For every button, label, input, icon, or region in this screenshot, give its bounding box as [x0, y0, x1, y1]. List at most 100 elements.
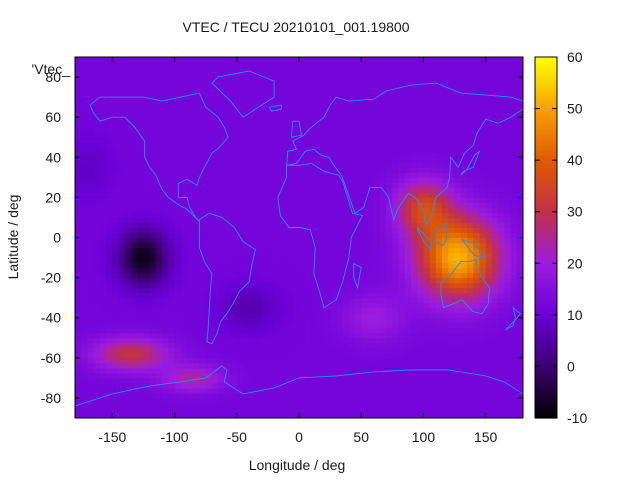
heatmap-cell — [342, 212, 350, 219]
heatmap-cell — [174, 107, 182, 113]
heatmap-cell — [429, 332, 437, 339]
heatmap-cell — [243, 232, 250, 239]
heatmap-cell — [243, 102, 250, 108]
heatmap-cell — [355, 137, 362, 143]
heatmap-cell — [491, 332, 499, 339]
heatmap-cell — [299, 362, 306, 369]
heatmap-cell — [292, 102, 300, 108]
heatmap-cell — [81, 92, 89, 98]
heatmap-cell — [417, 262, 425, 269]
heatmap-cell — [417, 92, 425, 98]
heatmap-cell — [311, 82, 319, 88]
heatmap-cell — [373, 212, 381, 219]
heatmap-cell — [336, 247, 344, 254]
heatmap-cell — [460, 252, 468, 259]
heatmap-cell — [342, 227, 350, 234]
heatmap-cell — [224, 202, 232, 209]
heatmap-cell — [448, 202, 456, 209]
heatmap-cell — [448, 372, 456, 379]
heatmap-cell — [404, 272, 412, 279]
heatmap-cell — [180, 222, 188, 229]
heatmap-cell — [118, 407, 126, 414]
heatmap-cell — [211, 242, 219, 249]
heatmap-cell — [174, 227, 182, 234]
heatmap-cell — [367, 307, 375, 314]
heatmap-cell — [299, 237, 306, 244]
heatmap-cell — [149, 212, 157, 219]
heatmap-cell — [460, 327, 468, 334]
heatmap-cell — [218, 62, 225, 68]
heatmap-cell — [448, 252, 456, 259]
heatmap-cell — [305, 347, 313, 354]
heatmap-cell — [336, 127, 344, 133]
heatmap-cell — [131, 317, 138, 324]
heatmap-cell — [143, 122, 151, 128]
heatmap-cell — [112, 382, 120, 389]
heatmap-cell — [467, 142, 474, 148]
heatmap-cell — [448, 332, 456, 339]
heatmap-cell — [498, 137, 505, 143]
heatmap-cell — [491, 342, 499, 349]
heatmap-cell — [137, 267, 145, 274]
heatmap-cell — [230, 347, 238, 354]
heatmap-cell — [423, 262, 431, 269]
heatmap-cell — [442, 122, 449, 128]
heatmap-cell — [485, 207, 493, 214]
heatmap-cell — [193, 352, 201, 359]
heatmap-cell — [249, 247, 257, 254]
heatmap-cell — [373, 347, 381, 354]
heatmap-cell — [411, 297, 418, 304]
heatmap-cell — [236, 212, 244, 219]
heatmap-cell — [199, 262, 207, 269]
heatmap-cell — [404, 357, 412, 364]
heatmap-cell — [467, 352, 474, 359]
heatmap-cell — [299, 72, 306, 78]
heatmap-cell — [274, 297, 281, 304]
heatmap-cell — [348, 227, 356, 234]
heatmap-cell — [75, 222, 82, 229]
heatmap-cell — [442, 192, 449, 198]
heatmap-cell — [361, 92, 369, 98]
heatmap-cell — [106, 262, 113, 269]
heatmap-cell — [392, 392, 400, 399]
heatmap-cell — [236, 122, 244, 128]
heatmap-cell — [124, 372, 132, 379]
heatmap-cell — [149, 62, 157, 68]
heatmap-cell — [112, 352, 120, 359]
heatmap-cell — [249, 377, 257, 384]
heatmap-cell — [230, 112, 238, 118]
heatmap-cell — [224, 287, 232, 294]
heatmap-cell — [236, 207, 244, 214]
heatmap-cell — [168, 232, 176, 239]
heatmap-cell — [467, 387, 474, 394]
heatmap-cell — [398, 157, 406, 163]
heatmap-cell — [386, 277, 393, 284]
heatmap-cell — [168, 157, 176, 163]
heatmap-cell — [448, 162, 456, 168]
heatmap-cell — [286, 152, 294, 158]
heatmap-cell — [498, 257, 505, 264]
heatmap-cell — [243, 282, 250, 289]
heatmap-cell — [75, 77, 82, 83]
heatmap-cell — [174, 352, 182, 359]
heatmap-cell — [137, 112, 145, 118]
heatmap-cell — [106, 392, 113, 399]
heatmap-cell — [249, 322, 257, 329]
heatmap-cell — [261, 57, 269, 63]
heatmap-cell — [211, 312, 219, 319]
heatmap-cell — [386, 257, 393, 264]
heatmap-cell — [485, 152, 493, 158]
heatmap-cell — [386, 227, 393, 234]
heatmap-cell — [311, 377, 319, 384]
heatmap-cell — [467, 237, 474, 244]
heatmap-cell — [143, 207, 151, 214]
heatmap-cell — [485, 272, 493, 279]
heatmap-cell — [348, 252, 356, 259]
heatmap-cell — [124, 312, 132, 319]
heatmap-cell — [286, 297, 294, 304]
heatmap-cell — [448, 167, 456, 173]
heatmap-cell — [168, 67, 176, 73]
heatmap-cell — [491, 77, 499, 83]
heatmap-cell — [355, 122, 362, 128]
heatmap-cell — [143, 302, 151, 309]
